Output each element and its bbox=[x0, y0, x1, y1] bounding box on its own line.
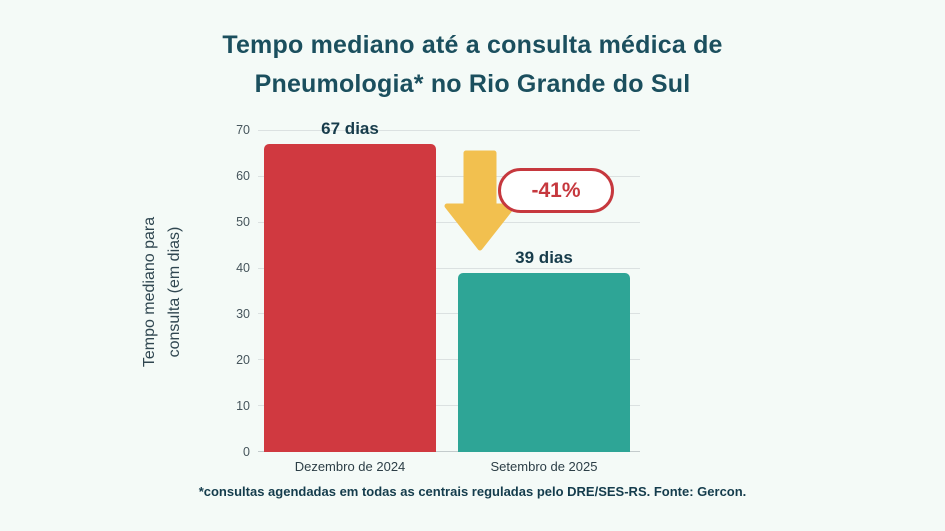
x-label-dezembro-2024: Dezembro de 2024 bbox=[294, 459, 406, 474]
decrease-badge-label: -41% bbox=[531, 178, 581, 202]
x-axis-labels: Dezembro de 2024 Setembro de 2025 bbox=[258, 459, 640, 477]
y-axis-label-line2: consulta (em dias) bbox=[166, 226, 183, 358]
gridline bbox=[258, 130, 640, 131]
gridline bbox=[258, 221, 640, 223]
x-label-setembro-2025: Setembro de 2025 bbox=[490, 459, 598, 474]
y-tick-60: 60 bbox=[236, 169, 250, 183]
bar-group-dezembro-2024: 67 dias bbox=[264, 119, 436, 452]
decrease-arrow-icon bbox=[444, 150, 516, 251]
y-axis-ticks: 70 60 50 40 30 20 10 0 bbox=[216, 122, 250, 460]
y-tick-70: 70 bbox=[236, 123, 250, 137]
chart-title-line1: Tempo mediano até a consulta médica de bbox=[222, 31, 723, 59]
x-axis-line bbox=[258, 450, 640, 452]
bar-value-label-setembro: 39 dias bbox=[515, 247, 573, 267]
gridline bbox=[258, 175, 640, 177]
chart-title-line2: Pneumologia* no Rio Grande do Sul bbox=[254, 69, 691, 98]
gridlines bbox=[258, 130, 640, 452]
plot-area: 67 dias 39 dias -41% bbox=[258, 119, 640, 452]
bar-setembro-2025 bbox=[458, 272, 630, 452]
bar-group-setembro-2025: 39 dias bbox=[458, 130, 630, 452]
y-tick-50: 50 bbox=[236, 215, 250, 229]
y-tick-20: 20 bbox=[236, 353, 250, 367]
y-axis-label-line1: Tempo mediano para bbox=[141, 216, 159, 368]
footnote: *consultas agendadas em todas as centrai… bbox=[198, 484, 747, 499]
bar-dezembro-2024 bbox=[264, 143, 436, 452]
bar-value-label-dezembro: 67 dias bbox=[321, 118, 379, 138]
y-tick-30: 30 bbox=[236, 307, 250, 321]
y-tick-0: 0 bbox=[243, 445, 250, 459]
gridline bbox=[258, 359, 640, 361]
gridline bbox=[258, 313, 640, 315]
y-tick-10: 10 bbox=[236, 399, 250, 413]
y-tick-40: 40 bbox=[236, 261, 250, 275]
decrease-badge: -41% bbox=[498, 168, 614, 213]
chart-title: Tempo mediano até a consulta médica de P… bbox=[0, 26, 945, 104]
y-axis-label: Tempo mediano para consulta (em dias) bbox=[138, 217, 188, 367]
gridline bbox=[258, 405, 640, 407]
gridline bbox=[258, 267, 640, 269]
